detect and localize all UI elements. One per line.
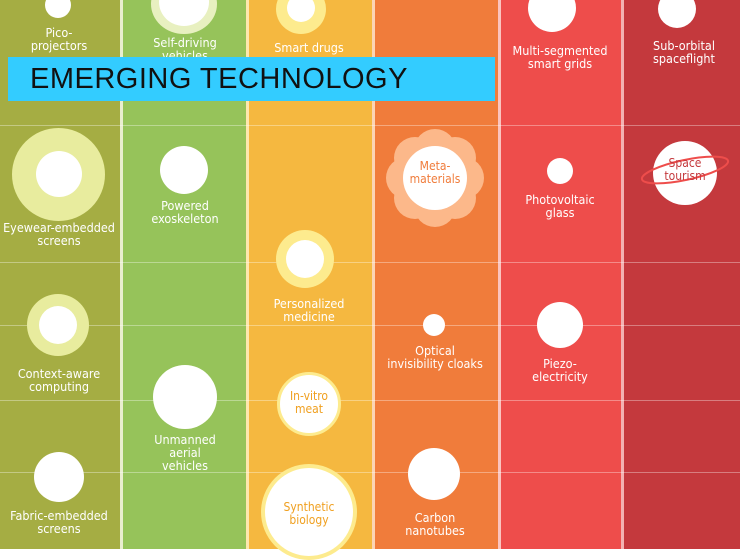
smart-drugs-circle	[287, 0, 315, 22]
photovoltaic-label: Photovoltaic glass	[525, 192, 595, 220]
space-tourism-label: Space tourism	[664, 156, 706, 183]
column-6	[624, 0, 740, 549]
column-5	[501, 0, 621, 549]
metamaterials-flower-icon	[386, 129, 484, 227]
eyewear-circle	[36, 151, 82, 197]
eyewear-label: Eyewear-embedded screens	[3, 220, 115, 248]
smart-drugs-label: Smart drugs	[274, 40, 344, 55]
separator	[120, 0, 123, 549]
grid-line	[0, 325, 740, 326]
separator	[246, 0, 249, 549]
synthetic-label: Synthetic biology	[283, 500, 335, 527]
fabric-circle	[34, 452, 84, 502]
sub-orbital-label: Sub-orbital spaceflight	[653, 38, 715, 66]
orbit-ring-icon	[640, 155, 730, 185]
exoskeleton-circle	[160, 146, 208, 194]
personalized-circle	[286, 240, 324, 278]
optical-label: Optical invisibility cloaks	[387, 343, 483, 371]
smart-grids-label: Multi-segmented smart grids	[512, 43, 608, 71]
uav-circle	[153, 365, 217, 429]
pico-projectors-label: Pico- projectors	[30, 25, 88, 53]
carbon-circle	[408, 448, 460, 500]
personalized-label: Personalized medicine	[273, 296, 345, 324]
piezo-circle	[537, 302, 583, 348]
metamaterials-label: Meta- materials	[409, 159, 461, 186]
piezo-label: Piezo- electricity	[532, 356, 588, 384]
context-circle	[39, 306, 77, 344]
grid-line	[0, 125, 740, 126]
pico-projectors-circle	[45, 0, 71, 18]
space-tourism-circle	[653, 141, 717, 205]
carbon-label: Carbon nanotubes	[405, 510, 465, 538]
exoskeleton-label: Powered exoskeleton	[151, 198, 219, 226]
page-title: EMERGING TECHNOLOGY	[8, 57, 495, 101]
grid-line	[0, 400, 740, 401]
optical-circle	[423, 314, 445, 336]
in-vitro-circle	[277, 372, 341, 436]
separator	[621, 0, 624, 549]
context-label: Context-aware computing	[17, 366, 101, 394]
separator	[372, 0, 375, 549]
fabric-label: Fabric-embedded screens	[10, 508, 108, 536]
separator	[498, 0, 501, 549]
synthetic-circle	[261, 464, 357, 560]
grid-line	[0, 262, 740, 263]
grid-line	[0, 472, 740, 473]
uav-label: Unmanned aerial vehicles	[154, 432, 216, 473]
photovoltaic-circle	[547, 158, 573, 184]
in-vitro-label: In-vitro meat	[290, 389, 328, 416]
